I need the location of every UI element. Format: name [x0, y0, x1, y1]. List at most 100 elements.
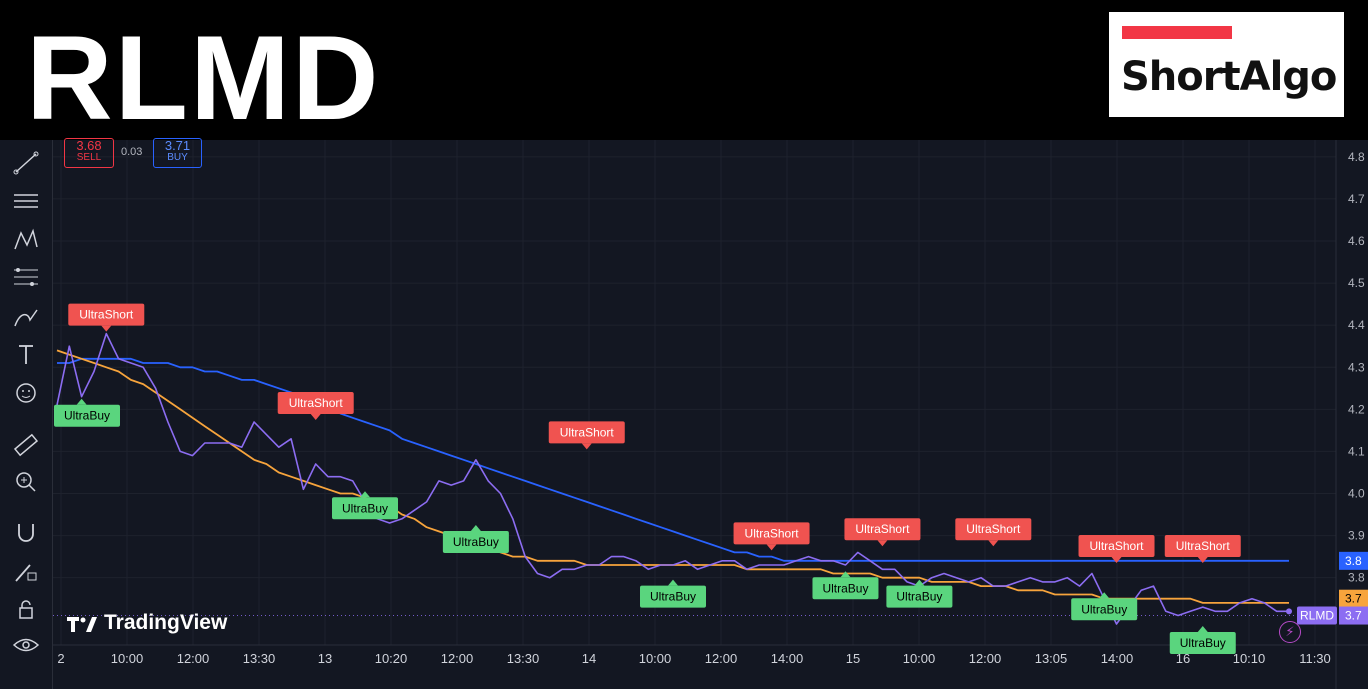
- ultrabuy-label: UltraBuy: [640, 579, 706, 608]
- svg-text:UltraShort: UltraShort: [1090, 539, 1145, 553]
- ultrabuy-label: UltraBuy: [812, 571, 879, 600]
- price-scale-label: RLMD 3.7: [1297, 606, 1368, 625]
- x-tick-label: 13:30: [243, 651, 276, 666]
- spread-value: 0.03: [121, 146, 143, 158]
- tradingview-logo-icon: [67, 617, 97, 632]
- x-tick-label: 12:00: [969, 651, 1002, 666]
- price-chart[interactable]: 4.8 4.7 4.6 4.5 4.4 4.3 4.2 4.1 4.0 3.9 3.8 2 10:00 1…: [53, 140, 1368, 689]
- svg-text:UltraBuy: UltraBuy: [650, 590, 696, 604]
- svg-text:UltraShort: UltraShort: [560, 425, 615, 439]
- svg-text:UltraShort: UltraShort: [289, 396, 344, 410]
- svg-text:UltraBuy: UltraBuy: [453, 535, 499, 549]
- x-tick-label: 11:30: [1299, 651, 1331, 666]
- x-tick-label: 13: [318, 651, 332, 666]
- magnet-icon[interactable]: [10, 518, 42, 548]
- y-tick-label: 4.8: [1348, 150, 1365, 164]
- series-line-0: [56, 332, 1289, 625]
- x-tick-label: 12:00: [705, 651, 738, 666]
- ultrabuy-label: UltraBuy: [332, 491, 398, 520]
- x-tick-label: 14:00: [1101, 651, 1134, 666]
- lock-drawing-icon[interactable]: [10, 557, 42, 587]
- x-tick-label: 14:00: [771, 651, 804, 666]
- zoom-icon[interactable]: [10, 467, 42, 497]
- svg-text:UltraShort: UltraShort: [966, 522, 1021, 536]
- svg-text:UltraShort: UltraShort: [79, 308, 134, 322]
- x-tick-label: 10:00: [111, 651, 144, 666]
- ultrashort-label: UltraShort: [1078, 535, 1155, 564]
- x-tick-label: 15: [846, 651, 860, 666]
- chart-area[interactable]: 4.8 4.7 4.6 4.5 4.4 4.3 4.2 4.1 4.0 3.9 3.8 2 10:00 1…: [53, 140, 1368, 689]
- lock-icon[interactable]: [10, 595, 42, 625]
- last-price-dot: [1286, 608, 1292, 615]
- sell-button[interactable]: 3.68 SELL: [64, 138, 114, 168]
- ultrashort-label: UltraShort: [955, 518, 1032, 547]
- y-tick-label: 4.3: [1348, 360, 1365, 374]
- svg-text:UltraBuy: UltraBuy: [822, 581, 868, 595]
- horizontal-lines-icon[interactable]: [10, 187, 42, 217]
- ticker-title: RLMD: [26, 11, 381, 145]
- y-tick-label: 4.6: [1348, 234, 1365, 248]
- svg-text:3.7: 3.7: [1345, 609, 1362, 623]
- drawing-toolbar: [0, 140, 53, 689]
- lightning-icon[interactable]: ⚡: [1279, 621, 1301, 643]
- svg-text:RLMD: RLMD: [1300, 609, 1334, 623]
- brush-icon[interactable]: [10, 302, 42, 332]
- svg-text:UltraShort: UltraShort: [745, 526, 800, 540]
- svg-text:UltraShort: UltraShort: [1176, 539, 1231, 553]
- ultrabuy-label: UltraBuy: [1169, 625, 1236, 654]
- ultrabuy-label: UltraBuy: [54, 398, 120, 427]
- y-tick-label: 4.4: [1348, 318, 1365, 332]
- svg-text:3.7: 3.7: [1345, 592, 1362, 606]
- x-tick-label: 13:05: [1035, 651, 1068, 666]
- ultrashort-label: UltraShort: [1164, 535, 1241, 564]
- svg-text:UltraBuy: UltraBuy: [1180, 636, 1226, 650]
- text-icon[interactable]: [10, 340, 42, 370]
- svg-text:UltraBuy: UltraBuy: [896, 590, 942, 604]
- y-tick-label: 4.1: [1348, 444, 1365, 458]
- x-tick-label: 10:00: [639, 651, 672, 666]
- ultrabuy-label: UltraBuy: [1071, 592, 1138, 621]
- ruler-icon[interactable]: [10, 430, 42, 460]
- logo-accent-bar: [1122, 26, 1232, 39]
- x-tick-label: 14: [582, 651, 596, 666]
- svg-text:UltraShort: UltraShort: [855, 522, 910, 536]
- ultrashort-label: UltraShort: [733, 522, 810, 551]
- shortalgo-logo: ShortAlgo: [1109, 12, 1344, 117]
- price-scale-label: 3.8: [1339, 551, 1368, 570]
- buy-button[interactable]: 3.71 BUY: [153, 138, 202, 168]
- sell-label: SELL: [76, 152, 102, 163]
- x-tick-label: 2: [57, 651, 64, 666]
- buy-price: 3.71: [164, 138, 191, 153]
- x-tick-label: 13:30: [507, 651, 540, 666]
- ultrashort-label: UltraShort: [68, 303, 145, 332]
- eye-icon[interactable]: [10, 630, 42, 660]
- price-scale-label: 3.7: [1339, 589, 1368, 608]
- x-tick-label: 10:00: [903, 651, 936, 666]
- y-tick-label: 4.5: [1348, 276, 1365, 290]
- svg-text:UltraBuy: UltraBuy: [1081, 602, 1127, 616]
- svg-text:UltraBuy: UltraBuy: [64, 409, 110, 423]
- x-tick-label: 12:00: [441, 651, 474, 666]
- x-tick-label: 10:10: [1233, 651, 1266, 666]
- y-tick-label: 4.7: [1348, 192, 1365, 206]
- x-tick-label: 16: [1176, 651, 1190, 666]
- y-tick-label: 4.2: [1348, 402, 1365, 416]
- logo-text: ShortAlgo: [1121, 54, 1337, 100]
- tradingview-watermark: TradingView: [104, 611, 228, 634]
- pattern-icon[interactable]: [10, 225, 42, 255]
- y-tick-label: 4.0: [1348, 487, 1365, 501]
- x-tick-label: 10:20: [375, 651, 408, 666]
- series-line-2: [57, 357, 1289, 562]
- svg-text:3.8: 3.8: [1345, 554, 1362, 568]
- emoji-icon[interactable]: [10, 378, 42, 408]
- svg-text:UltraBuy: UltraBuy: [342, 501, 388, 515]
- ultrabuy-label: UltraBuy: [886, 579, 953, 608]
- ultrashort-label: UltraShort: [277, 391, 354, 420]
- ultrashort-label: UltraShort: [844, 518, 921, 547]
- buy-label: BUY: [167, 152, 188, 163]
- header-bar: RLMD ShortAlgo: [0, 0, 1368, 140]
- ultrabuy-label: UltraBuy: [442, 524, 509, 553]
- ultrashort-label: UltraShort: [548, 421, 625, 450]
- fib-icon[interactable]: [10, 263, 42, 293]
- trendline-icon[interactable]: [10, 148, 42, 178]
